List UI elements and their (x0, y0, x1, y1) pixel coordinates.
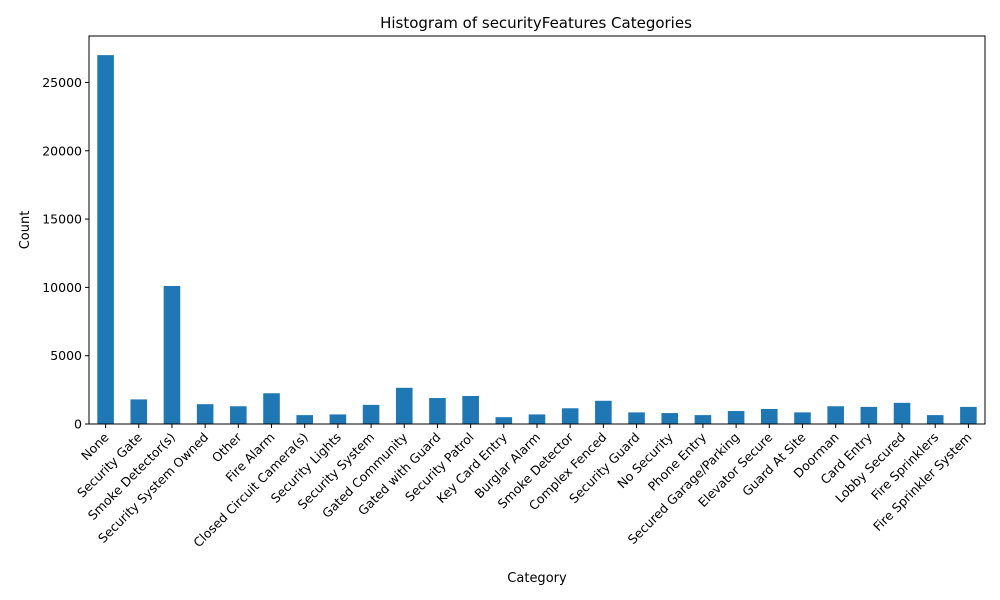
bar (528, 414, 546, 424)
bar (661, 413, 679, 424)
bar (727, 411, 745, 424)
bar (97, 55, 114, 424)
plot-frame (88, 35, 986, 425)
bar (296, 415, 313, 424)
bar (926, 415, 944, 424)
bar (827, 406, 844, 424)
bar (462, 395, 479, 424)
bar (960, 406, 977, 424)
y-tick-label: 10000 (42, 280, 82, 295)
bar (263, 393, 280, 424)
chart-title: Histogram of securityFeatures Categories (380, 14, 692, 32)
bar (163, 286, 181, 424)
bar (794, 412, 811, 424)
bar (694, 415, 712, 424)
y-axis-label: Count (18, 211, 33, 250)
y-tick-label: 5000 (50, 348, 82, 363)
bars-group (97, 55, 977, 424)
bar (595, 400, 612, 424)
y-tick-label: 0 (74, 417, 82, 432)
bar (429, 398, 446, 424)
bar (395, 387, 413, 424)
bar (761, 408, 778, 424)
bar (561, 408, 579, 424)
y-tick-label: 25000 (42, 75, 82, 90)
bar (495, 417, 513, 424)
bar (130, 399, 148, 424)
bar (628, 412, 645, 424)
y-tick-label: 20000 (42, 143, 82, 158)
y-tick-label: 15000 (42, 212, 82, 227)
bar (329, 414, 347, 424)
y-axis: 0 5000 10000 15000 20000 25000 (42, 75, 89, 432)
bar (196, 404, 214, 424)
bar (893, 402, 911, 424)
bar (230, 406, 247, 424)
bar (860, 406, 878, 424)
bar (362, 404, 380, 424)
x-axis-label: Category (507, 571, 567, 586)
